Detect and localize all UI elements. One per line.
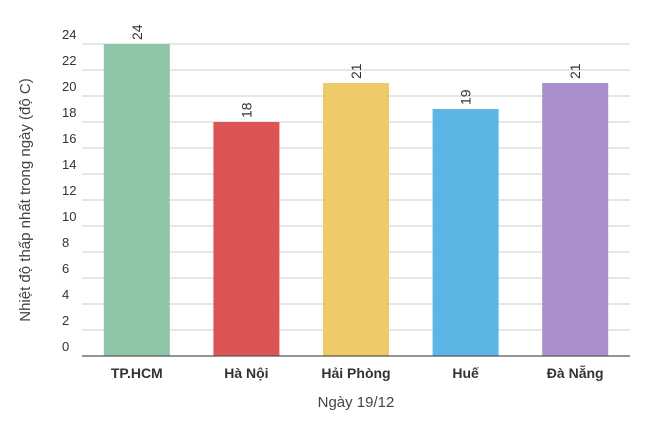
x-tick-label: Đà Nẵng xyxy=(547,364,604,381)
y-tick-label: 20 xyxy=(62,79,76,94)
y-tick-label: 24 xyxy=(62,27,76,42)
data-label: 21 xyxy=(348,63,364,79)
y-tick-label: 6 xyxy=(62,261,69,276)
data-label: 24 xyxy=(129,24,145,40)
y-tick-label: 10 xyxy=(62,209,76,224)
y-tick-label: 16 xyxy=(62,131,76,146)
y-tick-label: 8 xyxy=(62,235,69,250)
bar xyxy=(542,83,609,356)
bar xyxy=(323,83,389,356)
y-axis-title: Nhiệt độ thấp nhất trong ngày (độ C) xyxy=(17,78,34,322)
y-tick-label: 2 xyxy=(62,313,69,328)
y-tick-label: 12 xyxy=(62,183,76,198)
x-tick-label: Huế xyxy=(452,365,479,381)
bar xyxy=(103,44,170,356)
y-tick-label: 22 xyxy=(62,53,76,68)
data-label: 21 xyxy=(567,63,583,79)
data-label: 18 xyxy=(238,102,254,118)
x-axis-ticks: TP.HCM Hà Nội Hải Phòng Huế Đà Nẵng xyxy=(111,364,604,381)
x-tick-label: Hà Nội xyxy=(224,365,268,381)
x-tick-label: Hải Phòng xyxy=(321,365,390,381)
bars xyxy=(103,44,609,356)
y-tick-label: 4 xyxy=(62,287,69,302)
data-labels: 24 18 21 19 21 xyxy=(129,24,583,118)
x-tick-label: TP.HCM xyxy=(111,365,163,381)
y-tick-label: 18 xyxy=(62,105,76,120)
x-axis-title: Ngày 19/12 xyxy=(318,394,395,411)
y-tick-label: 0 xyxy=(62,339,69,354)
y-tick-label: 14 xyxy=(62,157,76,172)
bar xyxy=(213,122,280,356)
data-label: 19 xyxy=(458,89,474,105)
bar xyxy=(432,109,499,356)
